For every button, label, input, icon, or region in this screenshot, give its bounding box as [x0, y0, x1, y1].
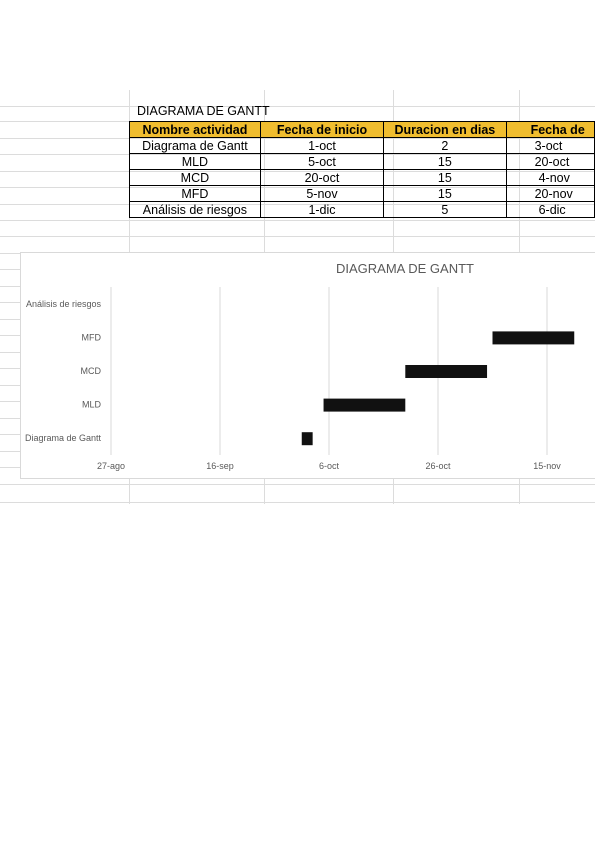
cell-duration[interactable]: 15 [383, 153, 507, 170]
x-tick-label: 27-ago [97, 461, 125, 471]
cell-activity[interactable]: MLD [129, 153, 261, 170]
gantt-chart[interactable]: DIAGRAMA DE GANTT 27-ago 16-sep 6-oct 26-oc… [20, 252, 595, 479]
cell-end[interactable]: 6-dic [505, 201, 595, 218]
cell-duration[interactable]: 2 [383, 137, 507, 154]
gantt-bar[interactable] [323, 398, 406, 412]
cell-end[interactable]: 4-nov [505, 169, 595, 186]
header-fecha-fin[interactable]: Fecha de [505, 121, 595, 138]
sheet-title: DIAGRAMA DE GANTT [137, 104, 270, 118]
cell-activity[interactable]: MCD [129, 169, 261, 186]
activity-table: Nombre actividad Fecha de inicio Duracio… [129, 121, 595, 218]
chart-title: DIAGRAMA DE GANTT [336, 261, 474, 276]
cell-activity[interactable]: Análisis de riesgos [129, 201, 261, 218]
y-category-label: MCD [81, 366, 102, 376]
x-tick-label: 26-oct [425, 461, 451, 471]
header-fecha-inicio[interactable]: Fecha de inicio [259, 121, 385, 138]
table-row: MFD 5-nov 15 20-nov [129, 185, 595, 202]
cell-duration[interactable]: 15 [383, 185, 507, 202]
x-tick-label: 16-sep [206, 461, 234, 471]
cell-start[interactable]: 5-nov [259, 185, 385, 202]
y-category-label: MFD [82, 332, 102, 342]
cell-start[interactable]: 5-oct [259, 153, 385, 170]
cell-start[interactable]: 1-dic [259, 201, 385, 218]
table-row: Análisis de riesgos 1-dic 5 6-dic [129, 201, 595, 218]
table-row: MCD 20-oct 15 4-nov [129, 169, 595, 186]
gantt-bar[interactable] [492, 331, 575, 345]
gantt-bar[interactable] [301, 432, 313, 446]
cell-end[interactable]: 20-oct [505, 153, 595, 170]
cell-duration[interactable]: 5 [383, 201, 507, 218]
cell-start[interactable]: 1-oct [259, 137, 385, 154]
table-row: Diagrama de Gantt 1-oct 2 3-oct [129, 137, 595, 154]
table-header-row: Nombre actividad Fecha de inicio Duracio… [129, 121, 595, 138]
y-category-label: MLD [82, 400, 102, 410]
gantt-bar[interactable] [405, 365, 488, 378]
cell-duration[interactable]: 15 [383, 169, 507, 186]
header-duracion[interactable]: Duracion en dias [383, 121, 507, 138]
x-tick-label: 6-oct [319, 461, 340, 471]
table-row: MLD 5-oct 15 20-oct [129, 153, 595, 170]
header-nombre-actividad[interactable]: Nombre actividad [129, 121, 261, 138]
cell-activity[interactable]: MFD [129, 185, 261, 202]
cell-end[interactable]: 20-nov [505, 185, 595, 202]
cell-activity[interactable]: Diagrama de Gantt [129, 137, 261, 154]
y-category-label: Diagrama de Gantt [25, 433, 102, 443]
x-tick-label: 15-nov [533, 461, 561, 471]
y-category-label: Análisis de riesgos [26, 299, 102, 309]
gantt-chart-svg: DIAGRAMA DE GANTT 27-ago 16-sep 6-oct 26-oc… [25, 261, 575, 471]
cell-start[interactable]: 20-oct [259, 169, 385, 186]
cell-end[interactable]: 3-oct [505, 137, 595, 154]
